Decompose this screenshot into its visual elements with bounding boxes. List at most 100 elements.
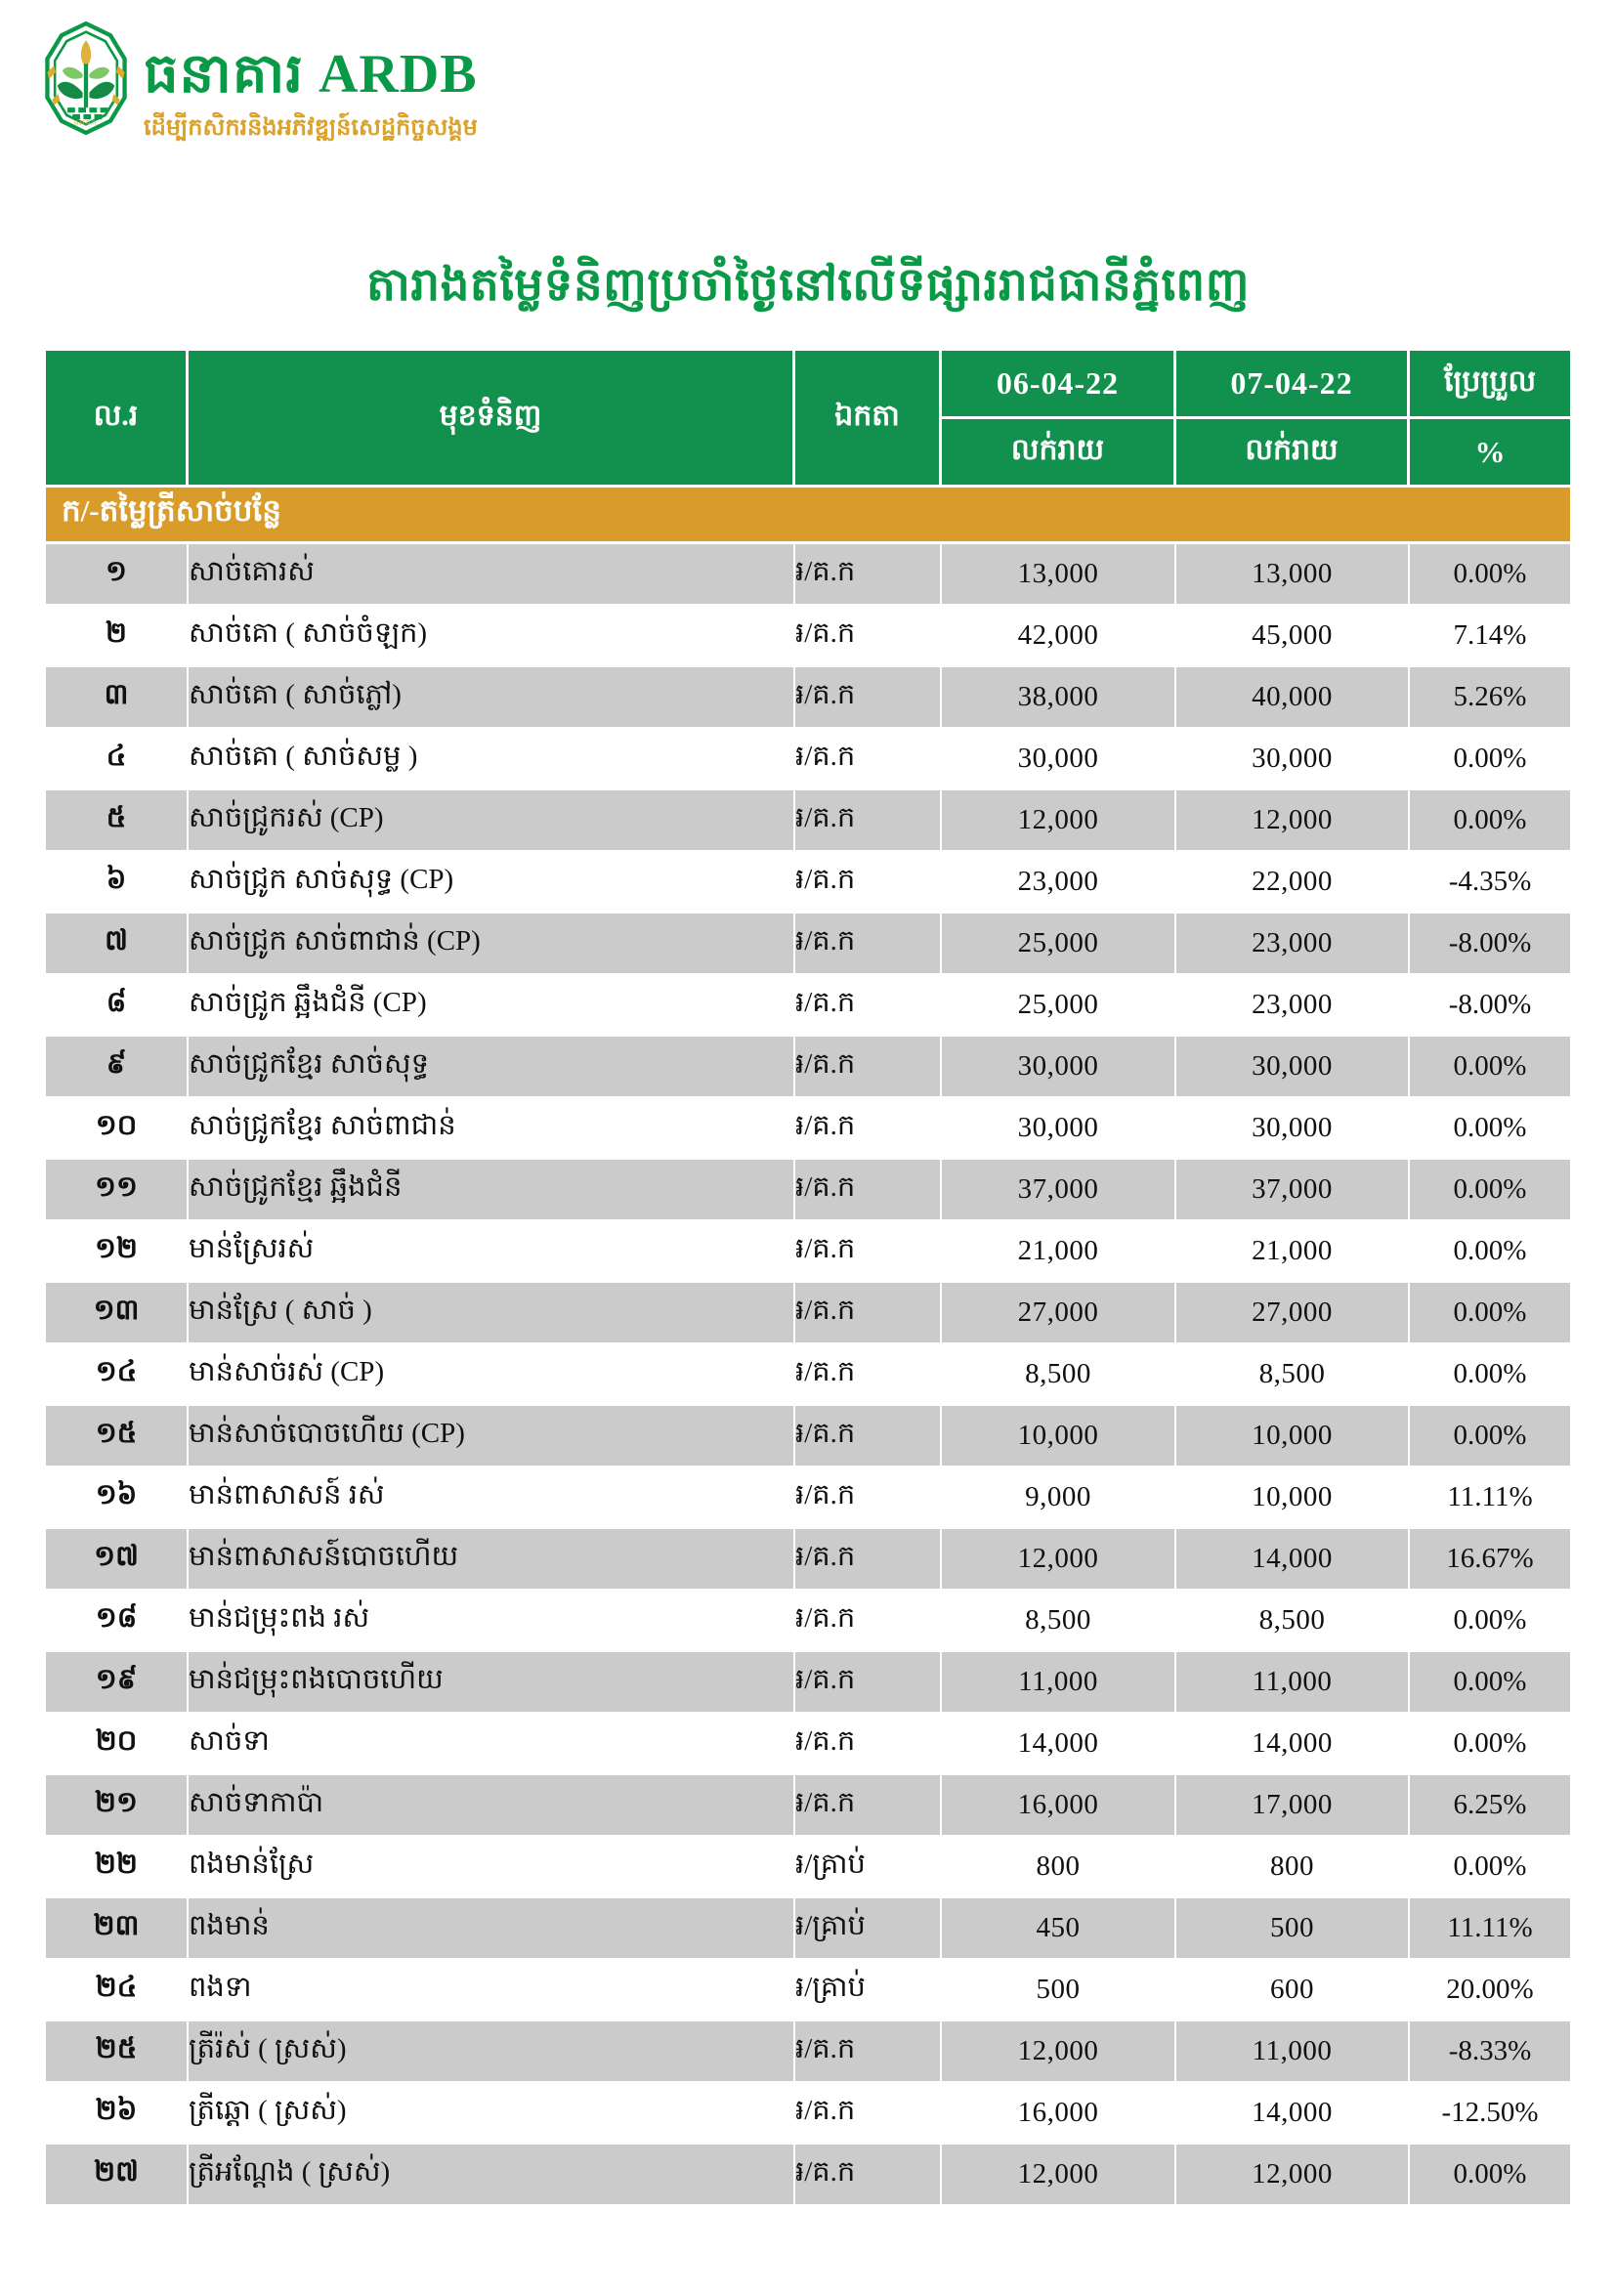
row-price-date2: 17,000 bbox=[1176, 1775, 1410, 1838]
row-no: ២ bbox=[46, 606, 189, 668]
row-unit: ៛/គ.ក bbox=[795, 606, 942, 668]
row-price-date2: 10,000 bbox=[1176, 1406, 1410, 1468]
table-row: ១ សាច់គោរស់ ៛/គ.ក 13,000 13,000 0.00% bbox=[46, 544, 1570, 607]
row-item-name: សាច់ជ្រូក សាច់សុទ្ធ (CP) bbox=[189, 852, 795, 914]
table-row: ២៦ ត្រីឆ្ដោ ( ស្រស់) ៛/គ.ក 16,000 14,000… bbox=[46, 2083, 1570, 2146]
page: ធ.អ.ជ.ក. ធនាគារ ARDB ដើម្បីកសិករនិងអភិវឌ… bbox=[0, 21, 1616, 2296]
row-price-date2: 12,000 bbox=[1176, 2145, 1410, 2207]
row-price-date2: 12,000 bbox=[1176, 790, 1410, 853]
row-no: ៩ bbox=[46, 1037, 189, 1099]
row-price-date1: 25,000 bbox=[942, 914, 1176, 976]
row-change-percent: 5.26% bbox=[1410, 667, 1570, 730]
row-item-name: មាន់ពាសាសន៍បោចហើយ bbox=[189, 1529, 795, 1592]
row-no: ១៩ bbox=[46, 1652, 189, 1715]
row-change-percent: -8.00% bbox=[1410, 914, 1570, 976]
row-item-name: ពងមាន់ bbox=[189, 1898, 795, 1961]
table-row: ២១ សាច់ទាកាប៉ា ៛/គ.ក 16,000 17,000 6.25% bbox=[46, 1775, 1570, 1838]
col-header-date1: 06-04-22 bbox=[942, 351, 1176, 420]
table-row: ៨ សាច់ជ្រូក ឆ្អឹងជំនី (CP) ៛/គ.ក 25,000 … bbox=[46, 975, 1570, 1038]
row-price-date2: 30,000 bbox=[1176, 1037, 1410, 1099]
row-change-percent: 0.00% bbox=[1410, 1098, 1570, 1161]
row-change-percent: 11.11% bbox=[1410, 1898, 1570, 1961]
row-item-name: សាច់គោ ( សាច់សម្ល ) bbox=[189, 729, 795, 791]
row-price-date2: 30,000 bbox=[1176, 1098, 1410, 1161]
row-unit: ៛/គ.ក bbox=[795, 729, 942, 791]
row-price-date2: 23,000 bbox=[1176, 914, 1410, 976]
row-item-name: សាច់ជ្រូកខ្មែរ សាច់សុទ្ធ bbox=[189, 1037, 795, 1099]
row-unit: ៛/គ.ក bbox=[795, 790, 942, 853]
row-price-date1: 8,500 bbox=[942, 1344, 1176, 1407]
table-row: ១៥ មាន់សាច់បោចហើយ (CP) ៛/គ.ក 10,000 10,0… bbox=[46, 1406, 1570, 1468]
col-header-item: មុខទំនិញ bbox=[189, 351, 795, 489]
row-price-date1: 30,000 bbox=[942, 1098, 1176, 1161]
row-price-date2: 13,000 bbox=[1176, 544, 1410, 607]
row-no: ១៥ bbox=[46, 1406, 189, 1468]
row-item-name: សាច់ទា bbox=[189, 1714, 795, 1776]
row-price-date1: 16,000 bbox=[942, 1775, 1176, 1838]
table-row: ២៥ ត្រីរ៉ស់ ( ស្រស់) ៛/គ.ក 12,000 11,000… bbox=[46, 2021, 1570, 2084]
row-item-name: សាច់ជ្រូក សាច់ពាជាន់ (CP) bbox=[189, 914, 795, 976]
row-no: ២៧ bbox=[46, 2145, 189, 2207]
row-change-percent: 11.11% bbox=[1410, 1467, 1570, 1530]
row-change-percent: 0.00% bbox=[1410, 544, 1570, 607]
table-row: ៤ សាច់គោ ( សាច់សម្ល ) ៛/គ.ក 30,000 30,00… bbox=[46, 729, 1570, 791]
table-row: ១៩ មាន់ជម្រុះពងបោចហើយ ៛/គ.ក 11,000 11,00… bbox=[46, 1652, 1570, 1715]
table-row: ៥ សាច់ជ្រូករស់ (CP) ៛/គ.ក 12,000 12,000 … bbox=[46, 790, 1570, 853]
row-no: ១០ bbox=[46, 1098, 189, 1161]
row-change-percent: 0.00% bbox=[1410, 2145, 1570, 2207]
col-header-date2: 07-04-22 bbox=[1176, 351, 1410, 420]
row-price-date1: 14,000 bbox=[942, 1714, 1176, 1776]
table-row: ១៨ មាន់ជម្រុះពង រស់ ៛/គ.ក 8,500 8,500 0.… bbox=[46, 1591, 1570, 1653]
row-change-percent: 0.00% bbox=[1410, 1283, 1570, 1345]
row-no: ១៨ bbox=[46, 1591, 189, 1653]
row-price-date1: 12,000 bbox=[942, 790, 1176, 853]
row-unit: ៛/គ.ក bbox=[795, 1714, 942, 1776]
row-change-percent: 16.67% bbox=[1410, 1529, 1570, 1592]
row-no: ១៧ bbox=[46, 1529, 189, 1592]
row-no: ៧ bbox=[46, 914, 189, 976]
col-subheader-percent: % bbox=[1410, 419, 1570, 489]
row-change-percent: 0.00% bbox=[1410, 1837, 1570, 1899]
row-price-date1: 16,000 bbox=[942, 2083, 1176, 2146]
brand-name: ធនាគារ ARDB bbox=[144, 44, 478, 105]
row-unit: ៛/គ.ក bbox=[795, 1529, 942, 1592]
row-price-date1: 30,000 bbox=[942, 729, 1176, 791]
row-no: ២៥ bbox=[46, 2021, 189, 2084]
row-price-date2: 11,000 bbox=[1176, 2021, 1410, 2084]
row-change-percent: 0.00% bbox=[1410, 1406, 1570, 1468]
row-item-name: សាច់ជ្រូករស់ (CP) bbox=[189, 790, 795, 853]
table-row: ១០ សាច់ជ្រូកខ្មែរ សាច់ពាជាន់ ៛/គ.ក 30,00… bbox=[46, 1098, 1570, 1161]
row-price-date1: 8,500 bbox=[942, 1591, 1176, 1653]
row-price-date1: 25,000 bbox=[942, 975, 1176, 1038]
row-unit: ៛/គ្រាប់ bbox=[795, 1898, 942, 1961]
row-price-date1: 11,000 bbox=[942, 1652, 1176, 1715]
row-item-name: មាន់ស្រែរស់ bbox=[189, 1221, 795, 1284]
col-header-change: ប្រែប្រួល bbox=[1410, 351, 1570, 420]
row-price-date1: 42,000 bbox=[942, 606, 1176, 668]
row-unit: ៛/គ.ក bbox=[795, 1467, 942, 1530]
row-price-date1: 30,000 bbox=[942, 1037, 1176, 1099]
row-price-date2: 11,000 bbox=[1176, 1652, 1410, 1715]
table-row: ៣ សាច់គោ ( សាច់ភ្លៅ) ៛/គ.ក 38,000 40,000… bbox=[46, 667, 1570, 730]
row-item-name: សាច់ជ្រូកខ្មែរ សាច់ពាជាន់ bbox=[189, 1098, 795, 1161]
row-unit: ៛/គ.ក bbox=[795, 1160, 942, 1222]
row-price-date1: 10,000 bbox=[942, 1406, 1176, 1468]
row-no: ២៤ bbox=[46, 1960, 189, 2022]
row-item-name: មាន់ពាសាសន៍ រស់ bbox=[189, 1467, 795, 1530]
row-unit: ៛/គ.ក bbox=[795, 914, 942, 976]
row-change-percent: 0.00% bbox=[1410, 1037, 1570, 1099]
row-unit: ៛/គ.ក bbox=[795, 852, 942, 914]
row-price-date2: 14,000 bbox=[1176, 1714, 1410, 1776]
table-row: ៦ សាច់ជ្រូក សាច់សុទ្ធ (CP) ៛/គ.ក 23,000 … bbox=[46, 852, 1570, 914]
row-item-name: មាន់ស្រែ ( សាច់ ) bbox=[189, 1283, 795, 1345]
row-item-name: ត្រីឆ្ដោ ( ស្រស់) bbox=[189, 2083, 795, 2146]
row-price-date1: 23,000 bbox=[942, 852, 1176, 914]
row-unit: ៛/គ្រាប់ bbox=[795, 1960, 942, 2022]
logo-emblem-text: ធ.អ.ជ.ក. bbox=[74, 119, 99, 126]
table-row: ២០ សាច់ទា ៛/គ.ក 14,000 14,000 0.00% bbox=[46, 1714, 1570, 1776]
row-unit: ៛/គ.ក bbox=[795, 2083, 942, 2146]
row-no: ១៤ bbox=[46, 1344, 189, 1407]
ardb-logo-icon: ធ.អ.ជ.ក. bbox=[45, 21, 127, 135]
row-price-date2: 40,000 bbox=[1176, 667, 1410, 730]
row-price-date1: 13,000 bbox=[942, 544, 1176, 607]
